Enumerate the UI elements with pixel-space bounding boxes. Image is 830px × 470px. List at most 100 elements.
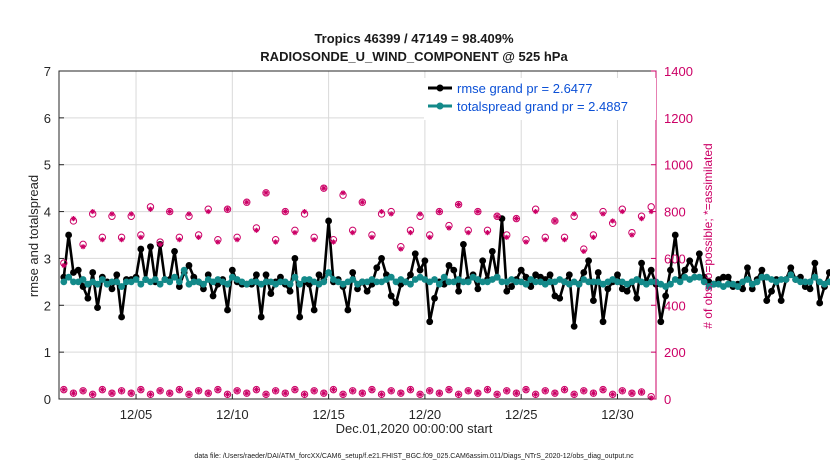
obs-assimilated-point — [600, 387, 606, 393]
totalspread-point — [387, 273, 395, 281]
totalspread-point — [325, 269, 333, 276]
rmse-point — [147, 243, 154, 251]
totalspread-point — [151, 276, 159, 283]
obs-assimilated-point — [234, 237, 240, 243]
obs-assimilated-point — [638, 389, 645, 395]
obs-assimilated-point — [600, 211, 606, 217]
totalspread-point — [60, 278, 68, 286]
totalspread-point — [358, 278, 366, 286]
y-tick-label-right: 1200 — [664, 111, 693, 126]
totalspread-point — [575, 280, 583, 288]
totalspread-point — [498, 278, 506, 286]
obs-assimilated-point — [282, 390, 288, 396]
x-axis-label: Dec.01,2020 00:00:00 start — [336, 421, 493, 436]
x-tick-label: 12/15 — [312, 407, 345, 422]
rmse-point — [508, 283, 515, 290]
obs-assimilated-point — [427, 388, 433, 394]
totalspread-point — [156, 280, 164, 288]
totalspread-point — [113, 278, 121, 286]
obs-possible-point — [185, 390, 193, 399]
obs-assimilated-point — [138, 234, 144, 240]
obs-assimilated-point — [590, 390, 597, 396]
totalspread-point — [248, 278, 255, 286]
obs-assimilated-point — [340, 391, 346, 397]
rmse-point — [570, 322, 578, 330]
y-tick-label-right: 200 — [664, 345, 686, 360]
obs-assimilated-point — [638, 216, 645, 222]
y-tick-label-left: 3 — [44, 251, 51, 266]
rmse-point — [277, 273, 284, 281]
totalspread-point — [79, 276, 87, 283]
obs-assimilated-point — [70, 390, 77, 396]
rmse-point — [445, 262, 453, 269]
totalspread-point — [479, 278, 487, 286]
obs-possible-point — [60, 385, 68, 394]
totalspread-point — [440, 273, 448, 281]
rmse-point — [310, 306, 318, 314]
obs-assimilated-point — [215, 239, 221, 245]
obs-possible-point — [233, 387, 241, 395]
obs-assimilated-point — [513, 390, 519, 396]
obs-assimilated-point — [359, 199, 365, 205]
totalspread-point — [224, 280, 231, 288]
obs-assimilated-point — [176, 237, 182, 243]
y-axis-label-left: rmse and totalspread — [26, 175, 41, 297]
obs-assimilated-point — [99, 387, 105, 393]
totalspread-point — [825, 278, 830, 286]
y-tick-label-right: 0 — [664, 392, 671, 407]
y-tick-label-left: 1 — [44, 345, 51, 360]
rmse-point — [724, 273, 732, 281]
obs-assimilated-point — [292, 387, 298, 393]
series-obs-assimilated-low- — [61, 387, 654, 401]
obs-possible-point — [560, 385, 569, 394]
rmse-point — [257, 313, 265, 321]
obs-possible-point — [397, 389, 405, 397]
obs-assimilated-point — [138, 387, 144, 393]
obs-possible-point — [512, 214, 521, 223]
rmse-point — [633, 294, 641, 302]
obs-possible-point — [271, 387, 280, 395]
obs-assimilated-point — [301, 208, 308, 215]
totalspread-point — [118, 283, 125, 290]
obs-possible-point — [252, 385, 261, 394]
y-tick-label-left: 6 — [44, 111, 51, 126]
obs-assimilated-point — [561, 387, 568, 393]
obs-possible-point — [599, 385, 607, 394]
obs-assimilated-point — [157, 388, 163, 394]
rmse-point — [517, 266, 525, 274]
obs-assimilated-point — [196, 234, 202, 240]
obs-assimilated-point — [215, 387, 221, 393]
rmse-point — [763, 297, 771, 304]
totalspread-point — [94, 280, 101, 288]
totalspread-point — [445, 278, 453, 286]
rmse-point — [816, 299, 824, 307]
obs-assimilated-point — [70, 216, 77, 222]
obs-assimilated-point — [61, 387, 67, 393]
obs-assimilated-point — [475, 390, 481, 396]
obs-possible-point — [368, 385, 376, 394]
obs-possible-point — [175, 385, 184, 394]
totalspread-point — [200, 280, 207, 288]
obs-assimilated-point — [523, 239, 529, 245]
totalspread-point — [262, 278, 270, 286]
obs-possible-point — [243, 389, 251, 397]
obs-assimilated-point — [513, 216, 519, 222]
obs-assimilated-point — [504, 388, 510, 394]
rmse-point — [421, 257, 429, 265]
obs-assimilated-point — [456, 201, 462, 208]
obs-assimilated-point — [147, 206, 154, 212]
rmse-point — [262, 271, 270, 279]
obs-possible-point — [127, 389, 135, 397]
rmse-point — [825, 269, 830, 276]
obs-assimilated-point — [571, 211, 577, 217]
obs-possible-point — [156, 387, 164, 395]
obs-assimilated-point — [330, 239, 337, 245]
obs-assimilated-point — [340, 190, 346, 196]
totalspread-point — [522, 280, 530, 288]
totalspread-point — [320, 278, 328, 286]
rmse-point — [94, 304, 101, 312]
obs-assimilated-point — [253, 387, 259, 393]
obs-assimilated-point — [619, 208, 625, 215]
totalspread-point — [171, 273, 178, 281]
obs-assimilated-point — [263, 391, 269, 397]
